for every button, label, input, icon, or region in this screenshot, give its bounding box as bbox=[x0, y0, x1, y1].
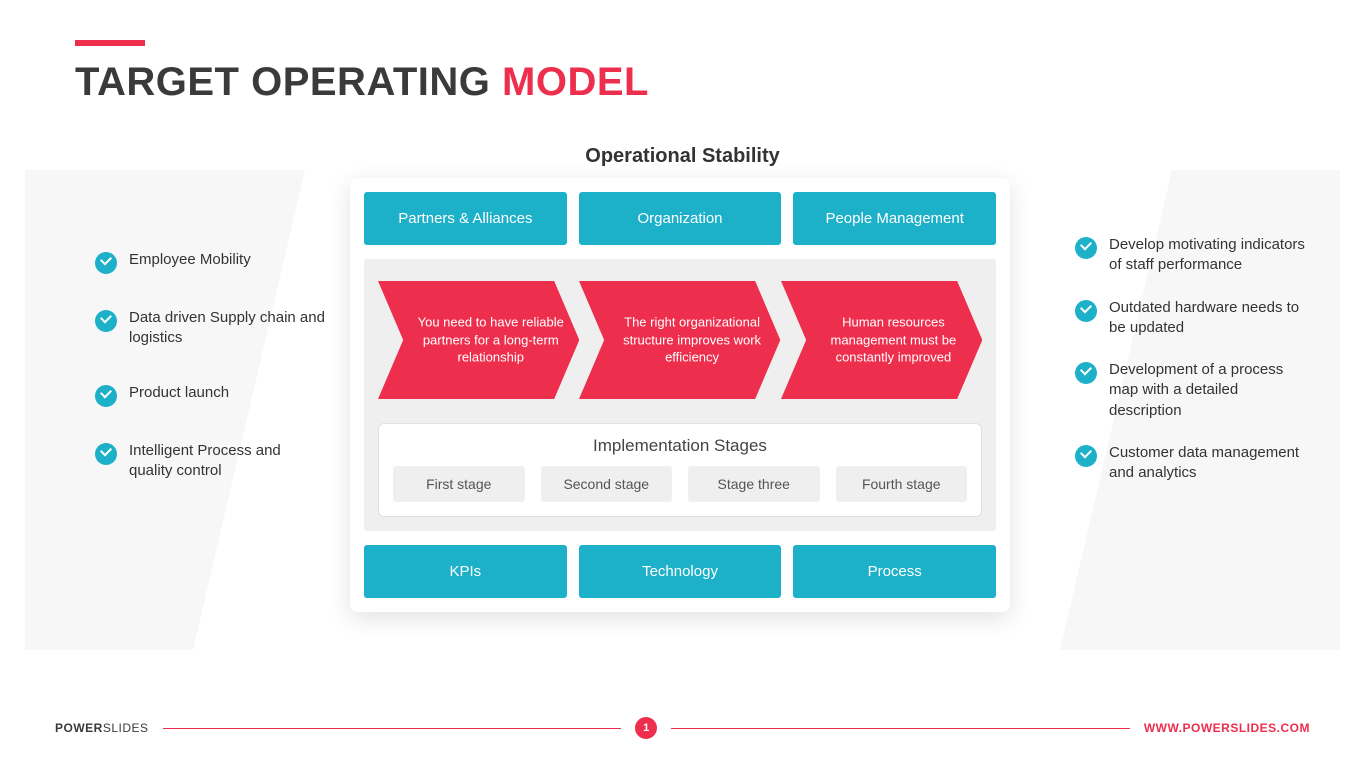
brand-part2: SLIDES bbox=[103, 721, 149, 735]
top-box-row: Partners & Alliances Organization People… bbox=[364, 192, 996, 245]
list-item: Employee Mobility bbox=[95, 250, 325, 274]
list-item: Outdated hardware needs to be updated bbox=[1075, 298, 1305, 339]
bottom-box-row: KPIs Technology Process bbox=[364, 545, 996, 598]
check-icon bbox=[95, 443, 117, 465]
slide: TARGET OPERATING MODEL Operational Stabi… bbox=[0, 0, 1365, 767]
brand-part1: POWER bbox=[55, 721, 103, 735]
subtitle: Operational Stability bbox=[585, 145, 779, 168]
check-icon bbox=[95, 385, 117, 407]
check-icon bbox=[1075, 445, 1097, 467]
footer: POWERSLIDES 1 WWW.POWERSLIDES.COM bbox=[55, 717, 1310, 739]
implementation-stage: First stage bbox=[393, 466, 525, 502]
list-item: Customer data management and analytics bbox=[1075, 443, 1305, 484]
bullet-text: Data driven Supply chain and logistics bbox=[129, 308, 325, 349]
bullet-text: Develop motivating indicators of staff p… bbox=[1109, 235, 1305, 276]
left-bullet-column: Employee Mobility Data driven Supply cha… bbox=[95, 250, 325, 481]
list-item: Product launch bbox=[95, 383, 325, 407]
bullet-text: Employee Mobility bbox=[129, 250, 251, 270]
list-item: Data driven Supply chain and logistics bbox=[95, 308, 325, 349]
list-item: Develop motivating indicators of staff p… bbox=[1075, 235, 1305, 276]
mid-zone: You need to have reliable partners for a… bbox=[364, 259, 996, 531]
center-card: Partners & Alliances Organization People… bbox=[350, 178, 1010, 612]
implementation-stage: Second stage bbox=[541, 466, 673, 502]
chevron-arrow: Human resources management must be const… bbox=[781, 281, 982, 399]
brand-left: POWERSLIDES bbox=[55, 721, 149, 735]
check-icon bbox=[1075, 300, 1097, 322]
chevron-arrow: The right organizational structure impro… bbox=[579, 281, 780, 399]
title-accent-bar bbox=[75, 40, 145, 46]
check-icon bbox=[1075, 237, 1097, 259]
implementation-stages-row: First stage Second stage Stage three Fou… bbox=[393, 466, 967, 502]
footer-rule bbox=[163, 728, 622, 729]
bullet-text: Development of a process map with a deta… bbox=[1109, 360, 1305, 421]
top-box: People Management bbox=[793, 192, 996, 245]
right-bullet-column: Develop motivating indicators of staff p… bbox=[1075, 235, 1305, 483]
top-box: Partners & Alliances bbox=[364, 192, 567, 245]
brand-url: WWW.POWERSLIDES.COM bbox=[1144, 721, 1310, 735]
list-item: Development of a process map with a deta… bbox=[1075, 360, 1305, 421]
bullet-text: Customer data management and analytics bbox=[1109, 443, 1305, 484]
bullet-text: Product launch bbox=[129, 383, 229, 403]
chevron-row: You need to have reliable partners for a… bbox=[378, 281, 982, 399]
chevron-arrow: You need to have reliable partners for a… bbox=[378, 281, 579, 399]
check-icon bbox=[95, 310, 117, 332]
page-number-badge: 1 bbox=[635, 717, 657, 739]
title-block: TARGET OPERATING MODEL bbox=[75, 40, 649, 105]
title-part1: TARGET OPERATING bbox=[75, 60, 502, 104]
chevron-text: You need to have reliable partners for a… bbox=[414, 314, 567, 367]
bullet-text: Intelligent Process and quality control bbox=[129, 441, 325, 482]
implementation-title: Implementation Stages bbox=[393, 436, 967, 456]
list-item: Intelligent Process and quality control bbox=[95, 441, 325, 482]
chevron-text: The right organizational structure impro… bbox=[616, 314, 769, 367]
implementation-stage: Fourth stage bbox=[836, 466, 968, 502]
footer-rule bbox=[671, 728, 1130, 729]
check-icon bbox=[1075, 362, 1097, 384]
check-icon bbox=[95, 252, 117, 274]
bottom-box: KPIs bbox=[364, 545, 567, 598]
bullet-text: Outdated hardware needs to be updated bbox=[1109, 298, 1305, 339]
chevron-text: Human resources management must be const… bbox=[817, 314, 970, 367]
top-box: Organization bbox=[579, 192, 782, 245]
bottom-box: Process bbox=[793, 545, 996, 598]
title-part2: MODEL bbox=[502, 60, 649, 104]
implementation-panel: Implementation Stages First stage Second… bbox=[378, 423, 982, 517]
bottom-box: Technology bbox=[579, 545, 782, 598]
implementation-stage: Stage three bbox=[688, 466, 820, 502]
page-title: TARGET OPERATING MODEL bbox=[75, 60, 649, 105]
